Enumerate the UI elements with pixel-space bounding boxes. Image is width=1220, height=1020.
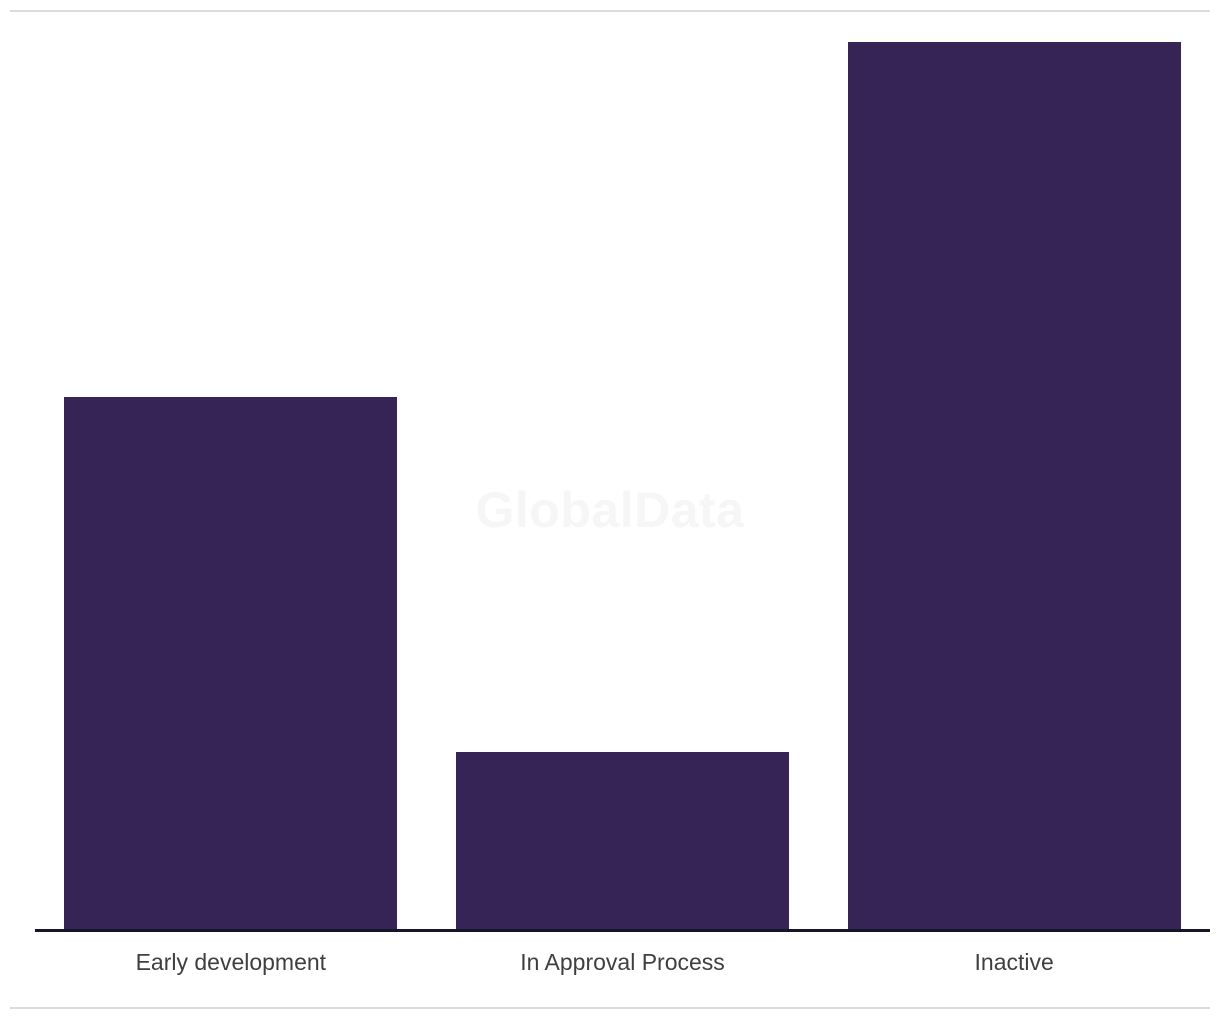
- category-label: In Approval Process: [520, 949, 725, 975]
- bar-early-development[interactable]: [64, 396, 398, 929]
- top-divider-rule: [10, 10, 1210, 12]
- x-axis-line: [35, 929, 1210, 932]
- bar-in-approval-process[interactable]: [456, 751, 789, 929]
- category-label: Inactive: [974, 949, 1054, 975]
- bottom-divider-rule: [10, 1007, 1210, 1009]
- category-label: Early development: [135, 949, 327, 975]
- bar-inactive[interactable]: [847, 42, 1181, 929]
